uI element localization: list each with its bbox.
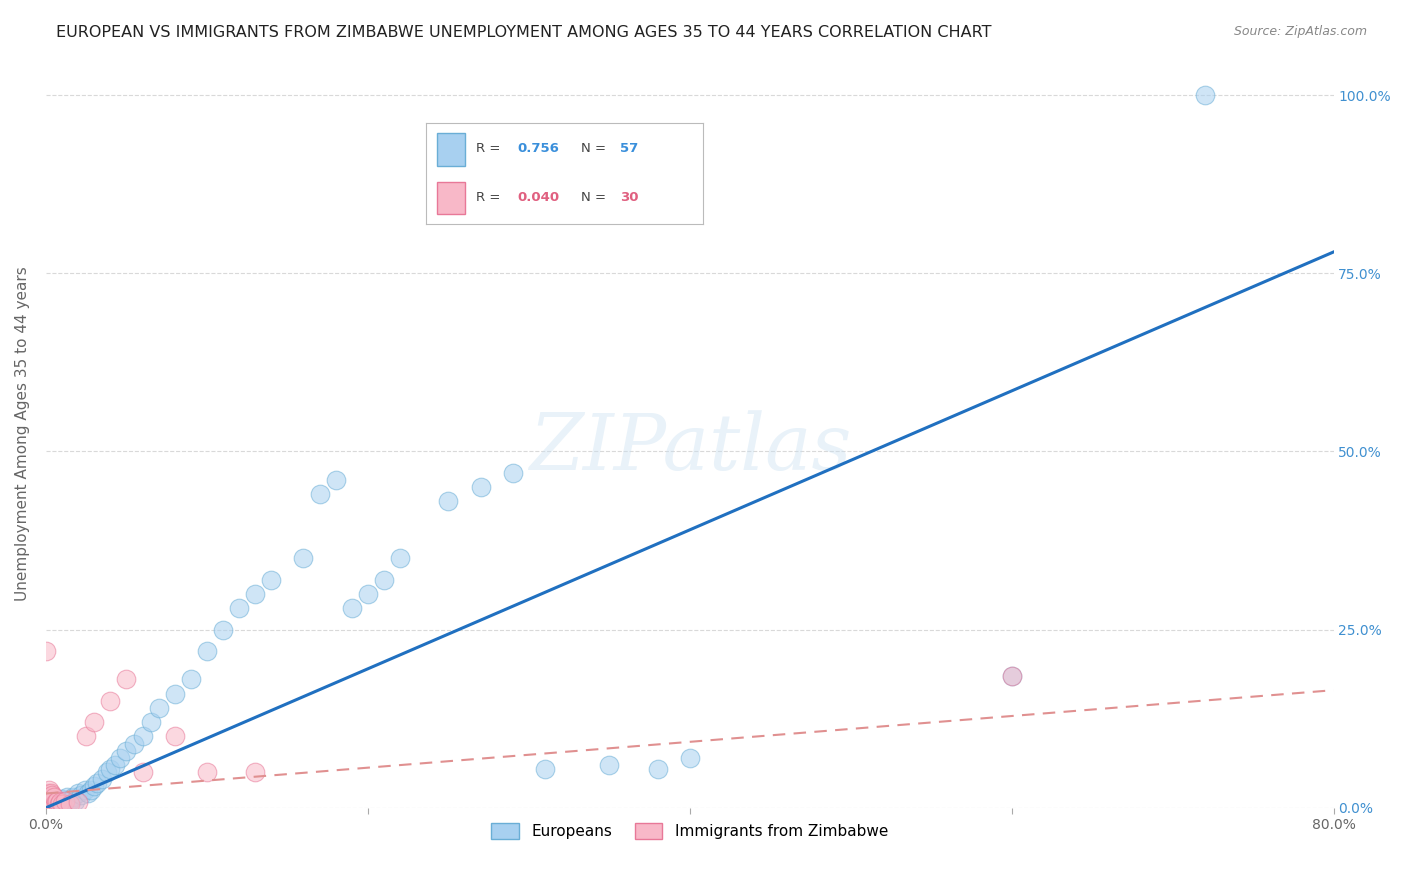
Point — [163, 687, 186, 701]
Point — [37, 797, 59, 812]
Point — [502, 466, 524, 480]
Point — [389, 551, 412, 566]
Point — [53, 794, 76, 808]
Point — [1001, 669, 1024, 683]
Point — [131, 765, 153, 780]
Legend: Europeans, Immigrants from Zimbabwe: Europeans, Immigrants from Zimbabwe — [485, 817, 894, 845]
Point — [59, 794, 82, 808]
Point — [37, 787, 59, 801]
Point — [534, 762, 557, 776]
Point — [60, 792, 83, 806]
Point — [83, 715, 105, 730]
Point — [39, 795, 62, 809]
Point — [70, 788, 93, 802]
Point — [195, 644, 218, 658]
Point — [115, 673, 138, 687]
Point — [470, 480, 492, 494]
Point — [83, 780, 105, 794]
Point — [228, 601, 250, 615]
Point — [42, 790, 65, 805]
Point — [42, 797, 65, 812]
Point — [37, 794, 59, 808]
Point — [180, 673, 202, 687]
Point — [195, 765, 218, 780]
Point — [42, 794, 65, 808]
Point — [62, 790, 84, 805]
Point — [41, 788, 63, 802]
Point — [38, 790, 60, 805]
Point — [53, 794, 76, 808]
Point — [49, 795, 72, 809]
Point — [67, 787, 90, 801]
Point — [76, 787, 98, 801]
Point — [38, 783, 60, 797]
Point — [357, 587, 380, 601]
Point — [75, 730, 97, 744]
Point — [63, 794, 86, 808]
Point — [104, 758, 127, 772]
Point — [41, 797, 63, 812]
Point — [98, 762, 121, 776]
Point — [245, 587, 267, 601]
Point — [38, 797, 60, 812]
Point — [45, 795, 67, 809]
Point — [325, 473, 347, 487]
Y-axis label: Unemployment Among Ages 35 to 44 years: Unemployment Among Ages 35 to 44 years — [15, 267, 30, 601]
Point — [58, 795, 80, 809]
Point — [52, 794, 75, 808]
Point — [163, 730, 186, 744]
Point — [139, 715, 162, 730]
Point — [39, 787, 62, 801]
Point — [245, 765, 267, 780]
Point — [49, 795, 72, 809]
Point — [131, 730, 153, 744]
Point — [38, 797, 60, 812]
Point — [96, 765, 118, 780]
Point — [45, 795, 67, 809]
Point — [373, 573, 395, 587]
Point — [41, 794, 63, 808]
Point — [260, 573, 283, 587]
Point — [340, 601, 363, 615]
Point — [148, 701, 170, 715]
Point — [124, 737, 146, 751]
Point — [212, 623, 235, 637]
Point — [292, 551, 315, 566]
Point — [108, 751, 131, 765]
Point — [56, 790, 79, 805]
Point — [1194, 88, 1216, 103]
Point — [48, 794, 70, 808]
Text: Source: ZipAtlas.com: Source: ZipAtlas.com — [1233, 25, 1367, 38]
Point — [39, 795, 62, 809]
Point — [1001, 669, 1024, 683]
Point — [67, 795, 90, 809]
Point — [598, 758, 620, 772]
Point — [48, 797, 70, 812]
Point — [59, 797, 82, 812]
Point — [679, 751, 702, 765]
Point — [86, 776, 108, 790]
Point — [51, 797, 73, 812]
Point — [98, 694, 121, 708]
Point — [46, 794, 69, 808]
Point — [46, 797, 69, 812]
Point — [437, 494, 460, 508]
Point — [73, 783, 96, 797]
Point — [308, 487, 330, 501]
Point — [51, 792, 73, 806]
Point — [115, 744, 138, 758]
Text: ZIPatlas: ZIPatlas — [529, 410, 851, 487]
Point — [35, 644, 58, 658]
Point — [91, 772, 114, 787]
Point — [80, 783, 103, 797]
Point — [647, 762, 669, 776]
Text: EUROPEAN VS IMMIGRANTS FROM ZIMBABWE UNEMPLOYMENT AMONG AGES 35 TO 44 YEARS CORR: EUROPEAN VS IMMIGRANTS FROM ZIMBABWE UNE… — [56, 25, 991, 40]
